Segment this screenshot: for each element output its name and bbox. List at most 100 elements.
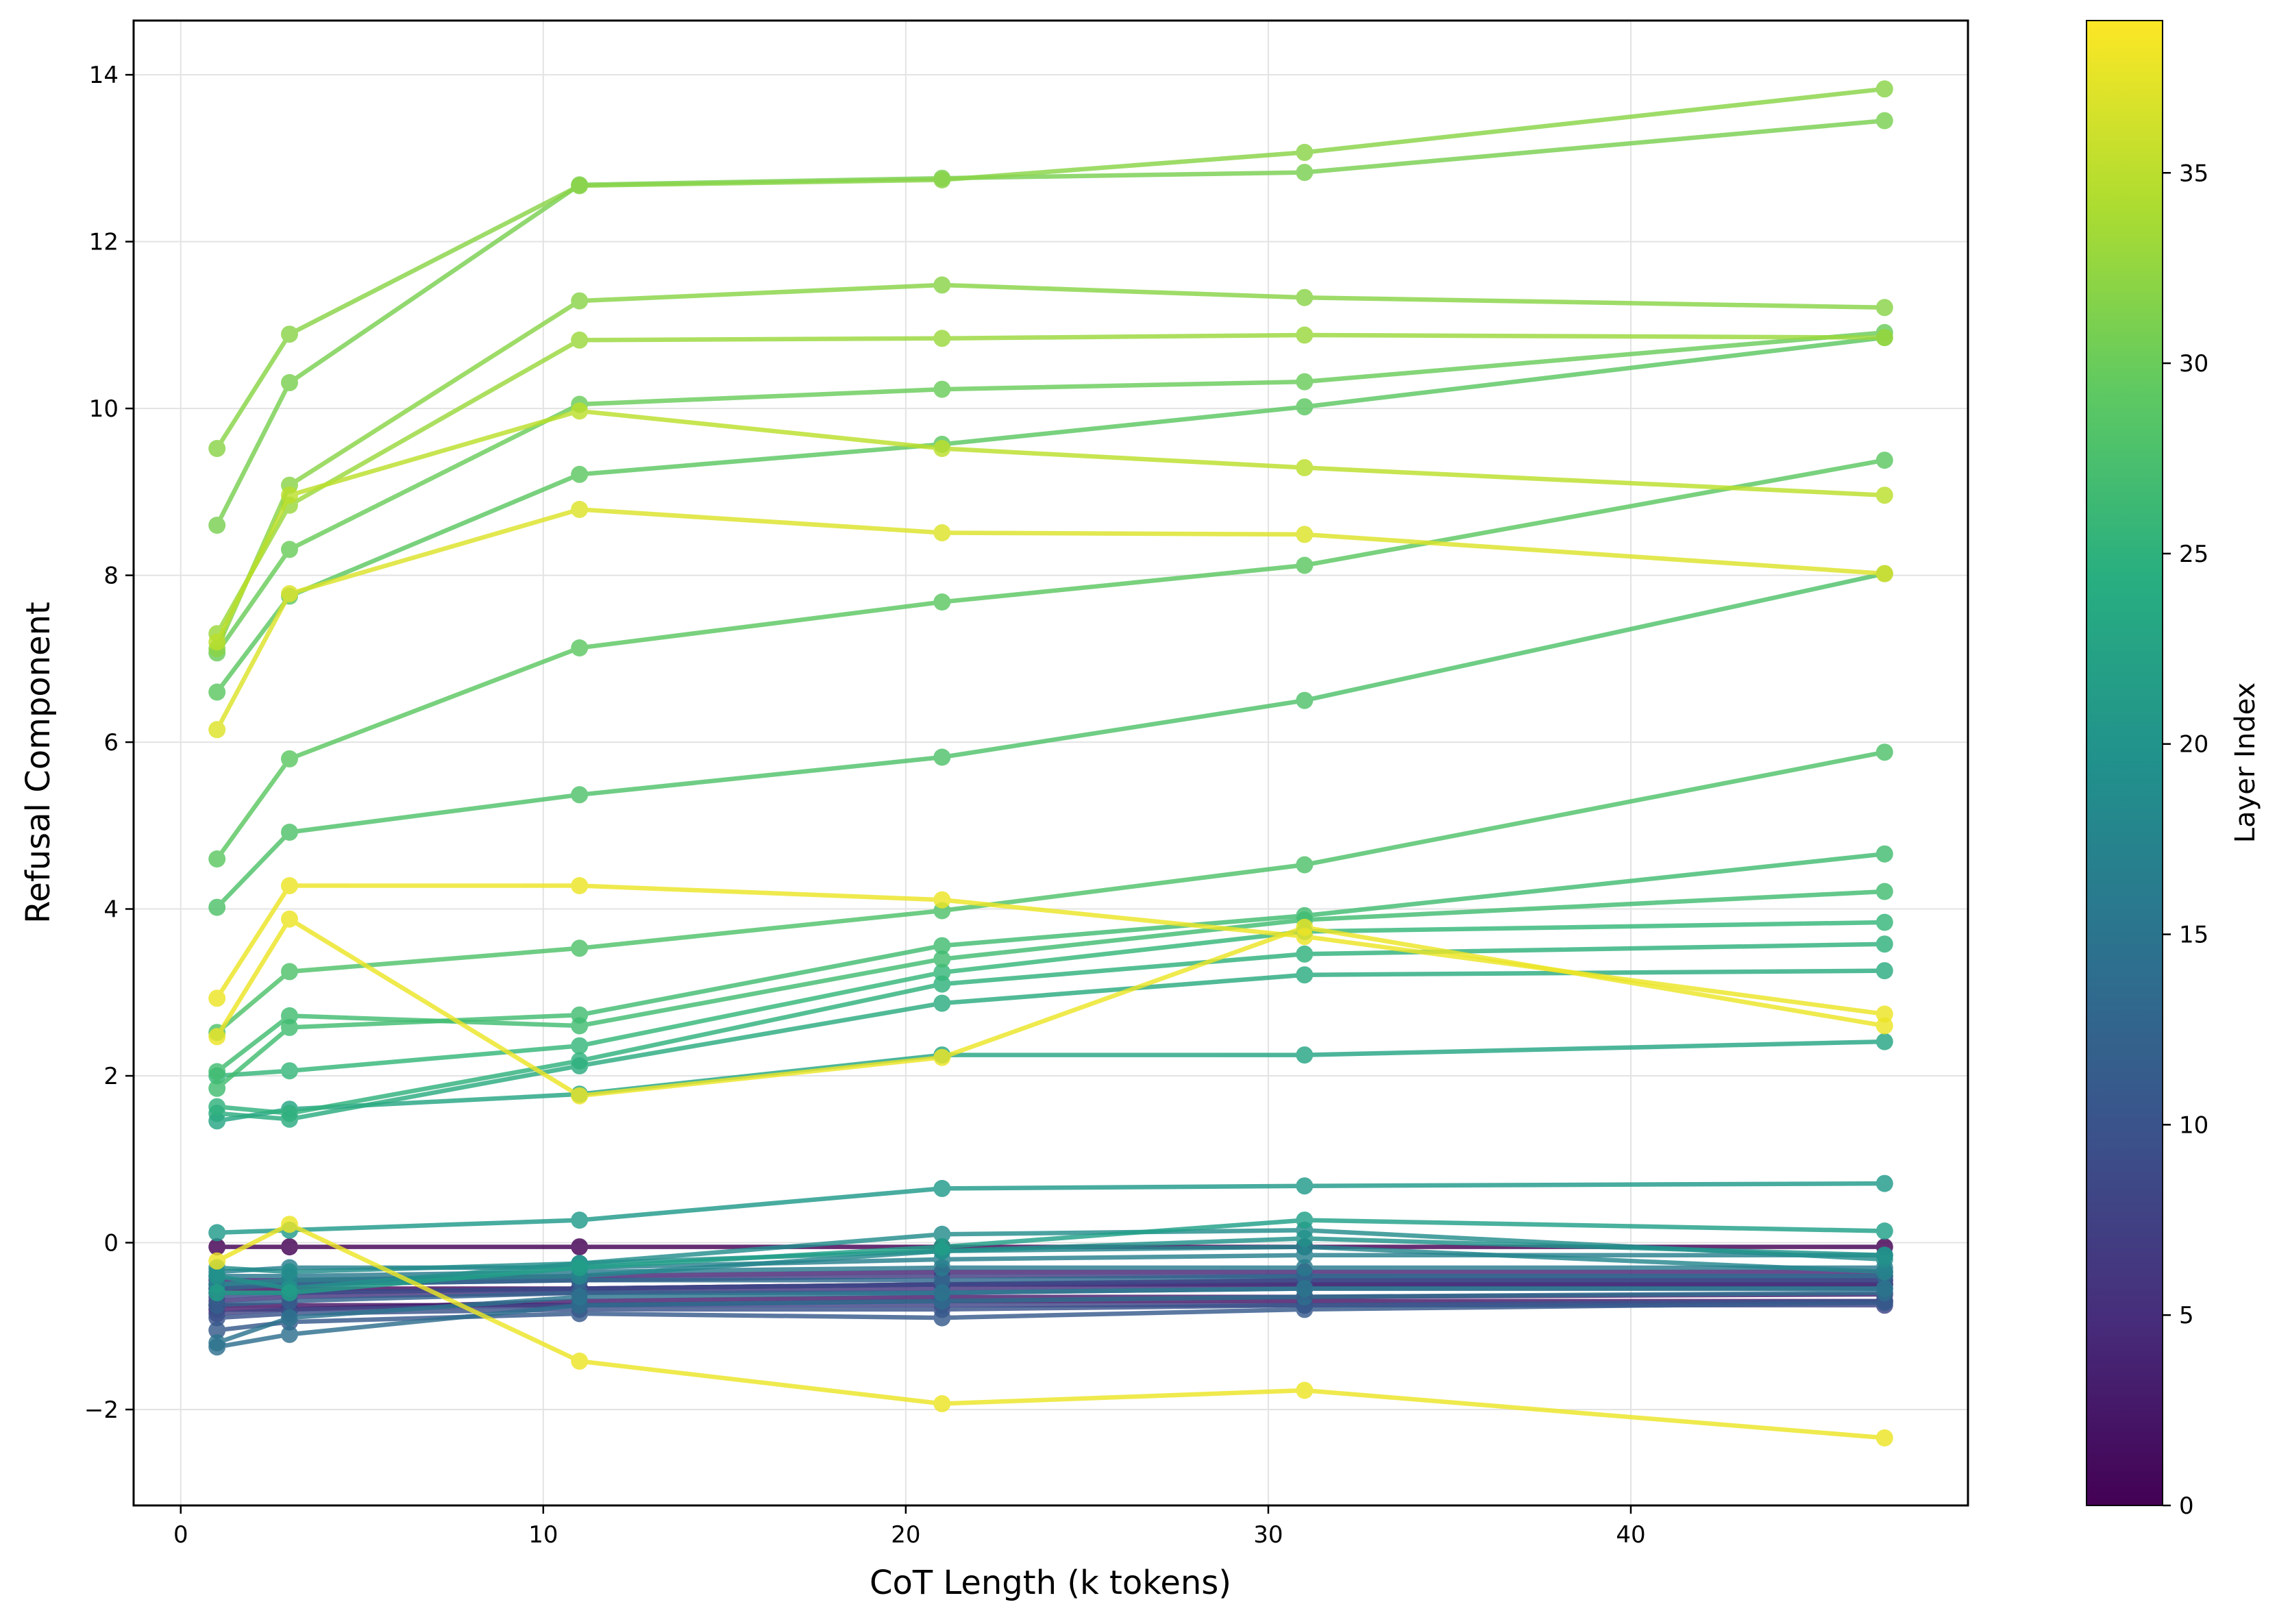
data-point <box>933 171 951 188</box>
data-point <box>208 683 226 701</box>
data-point <box>1296 691 1314 709</box>
data-point <box>281 1216 298 1233</box>
data-point <box>1875 1246 1893 1264</box>
data-point <box>571 292 589 310</box>
series-layer-38 <box>208 910 1893 1105</box>
data-point <box>1875 935 1893 953</box>
series-line <box>214 332 1885 635</box>
data-point <box>208 1296 226 1314</box>
series-line <box>214 916 1885 1098</box>
data-point <box>571 1052 589 1070</box>
series-line <box>217 1244 1885 1287</box>
series-line <box>214 408 1885 643</box>
series-line <box>215 335 1885 693</box>
data-point <box>281 1263 298 1281</box>
series-layer-37 <box>208 500 1893 739</box>
data-point <box>933 1179 951 1197</box>
data-point <box>1296 526 1314 543</box>
data-point <box>281 585 298 602</box>
data-point <box>281 373 298 391</box>
data-point <box>1296 373 1314 391</box>
colorbar-tick-label: 35 <box>2179 160 2208 187</box>
colorbar-tick-label: 25 <box>2179 541 2208 568</box>
data-point <box>1875 452 1893 469</box>
data-point <box>281 1284 298 1302</box>
data-point <box>571 1288 589 1306</box>
colorbar <box>2086 20 2163 1506</box>
series-line <box>216 1222 1885 1440</box>
data-point <box>1875 299 1893 317</box>
series-layer-38 <box>208 877 1893 1023</box>
data-point <box>933 380 951 398</box>
series-layer-24 <box>208 962 1893 1128</box>
data-point <box>1296 288 1314 306</box>
data-point <box>933 994 951 1012</box>
x-tick-label: 30 <box>1253 1521 1283 1549</box>
colorbar-title: Layer Index <box>2230 682 2261 843</box>
series-line <box>217 1299 1885 1320</box>
data-point <box>933 276 951 294</box>
data-point <box>1296 1381 1314 1399</box>
data-point <box>208 1284 226 1302</box>
y-axis-title: Refusal Component <box>19 602 58 924</box>
y-axis-ticks: −2 0 2 4 6 8 10 12 14 <box>84 62 134 1424</box>
data-point <box>571 939 589 957</box>
data-point <box>1296 1280 1314 1297</box>
data-point <box>1875 913 1893 931</box>
y-tick-label: 6 <box>103 729 119 756</box>
series-line <box>216 1286 1885 1345</box>
data-point <box>933 440 951 457</box>
data-point <box>281 1325 298 1343</box>
data-point <box>208 1098 226 1116</box>
series-line <box>217 942 1885 1116</box>
series-line <box>215 750 1885 1035</box>
data-point <box>1875 1005 1893 1023</box>
data-point <box>1875 743 1893 761</box>
data-point <box>208 517 226 534</box>
series-line <box>214 86 1885 450</box>
x-tick-label: 0 <box>173 1521 188 1549</box>
y-tick-label: 10 <box>89 395 119 423</box>
data-point <box>208 898 226 916</box>
data-point <box>1296 1046 1314 1064</box>
data-point <box>1296 556 1314 574</box>
data-point <box>933 593 951 611</box>
data-point <box>571 1259 589 1277</box>
grid <box>134 21 1968 1505</box>
data-point <box>1296 398 1314 416</box>
series-line <box>214 883 1885 1017</box>
data-point <box>1875 1174 1893 1192</box>
series-line <box>214 118 1885 526</box>
y-tick-label: 0 <box>103 1230 119 1257</box>
colorbar-tick-label: 5 <box>2179 1302 2194 1329</box>
data-point <box>933 1048 951 1066</box>
data-point <box>933 937 951 955</box>
series-line <box>215 889 1885 1074</box>
data-point <box>1296 918 1314 936</box>
y-tick-label: −2 <box>84 1397 119 1424</box>
x-tick-label: 20 <box>891 1521 920 1549</box>
data-point <box>1875 112 1893 130</box>
series-layer-26 <box>208 913 1893 1085</box>
data-point <box>933 524 951 541</box>
data-point <box>571 877 589 894</box>
data-point <box>208 1309 226 1327</box>
data-point <box>571 1037 589 1055</box>
series-line <box>215 330 1885 654</box>
data-point <box>933 748 951 766</box>
data-point <box>933 1238 951 1256</box>
data-point <box>1875 487 1893 504</box>
data-point <box>1296 856 1314 874</box>
data-point <box>933 1225 951 1243</box>
series-layer-28 <box>208 565 1893 916</box>
data-point <box>208 1028 226 1046</box>
data-point <box>1296 1229 1314 1247</box>
y-tick-label: 12 <box>89 229 119 256</box>
data-point <box>1875 1017 1893 1035</box>
series-layer-32 <box>208 80 1893 457</box>
data-point <box>208 989 226 1007</box>
series-layer-38 <box>208 1216 1893 1447</box>
data-point <box>208 1079 226 1097</box>
data-point <box>1875 329 1893 347</box>
colorbar-tick-label: 30 <box>2179 350 2208 378</box>
